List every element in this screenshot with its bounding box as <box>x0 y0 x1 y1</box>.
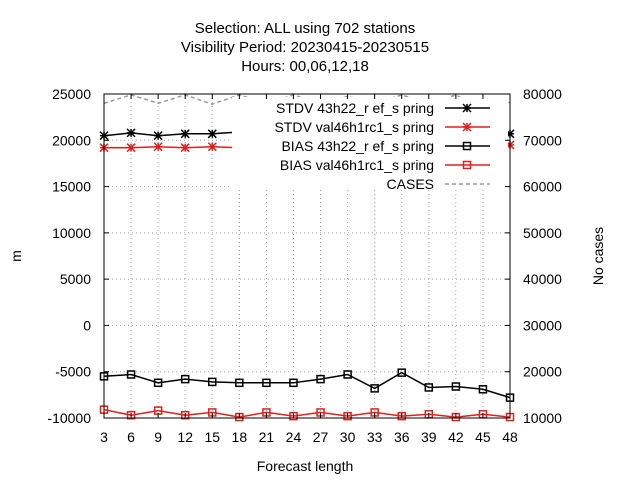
y-tick-label: 15000 <box>52 179 91 195</box>
x-tick-label: 30 <box>340 429 356 445</box>
series-4-point <box>289 411 298 421</box>
series-3 <box>99 368 515 402</box>
x-tick-label: 42 <box>448 429 464 445</box>
star-marker-stroke <box>462 103 472 113</box>
legend-label-3: BIAS 43h22_r ef_s pring <box>281 138 434 154</box>
star-marker-stroke <box>126 128 136 138</box>
series-1-point <box>180 129 190 139</box>
legend-marker-1 <box>462 103 472 113</box>
legend-marker-2 <box>462 122 472 132</box>
x-tick-label: 3 <box>100 429 108 445</box>
y2-tick-label: 20000 <box>523 364 562 380</box>
x-tick-label: 27 <box>313 429 329 445</box>
star-marker-stroke <box>126 143 136 153</box>
series-1-point <box>207 129 217 139</box>
legend-label-2: STDV val46h1rc1_s pring <box>274 119 434 135</box>
legend-label-5: CASES <box>387 176 434 192</box>
x-tick-label: 24 <box>286 429 302 445</box>
series-2-point <box>126 143 136 153</box>
star-marker-stroke <box>153 131 163 141</box>
series-3-point <box>478 385 488 394</box>
x-axis-label: Forecast length <box>257 458 354 474</box>
series-3-point <box>153 378 163 388</box>
x-tick-label: 45 <box>475 429 491 445</box>
x-tick-label: 36 <box>394 429 410 445</box>
star-marker-stroke <box>180 129 190 139</box>
star-marker-stroke <box>207 129 217 139</box>
series-4-line <box>103 408 511 418</box>
star-marker-stroke <box>180 143 190 153</box>
series-3-point <box>370 384 379 393</box>
chart-title: Selection: ALL using 702 stations Visibi… <box>181 20 429 75</box>
y2-axis-label: No cases <box>590 227 606 285</box>
legend-marker-4 <box>462 160 472 170</box>
series-4-point <box>397 411 406 421</box>
series-3-point <box>180 374 190 384</box>
x-tick-label: 33 <box>367 429 383 445</box>
series-4-point <box>343 411 352 421</box>
x-tick-label: 18 <box>232 429 248 445</box>
x-tick-label: 21 <box>259 429 275 445</box>
y-tick-label: -5000 <box>55 364 91 380</box>
y2-tick-label: 70000 <box>523 132 562 148</box>
y2-tick-label: 60000 <box>523 179 562 195</box>
chart-title-line-2: Visibility Period: 20230415-20230515 <box>181 39 429 56</box>
series-3-point <box>262 378 271 388</box>
series-3-point <box>343 370 352 379</box>
series-3-point <box>424 383 434 392</box>
y2-tick-label: 50000 <box>523 225 562 241</box>
x-tick-label: 9 <box>154 429 162 445</box>
legend: STDV 43h22_r ef_s pring STDV val46h1rc1_s… <box>232 97 508 192</box>
legend-marker-3 <box>462 141 472 151</box>
y-tick-label: 20000 <box>52 132 91 148</box>
y-tick-label: 10000 <box>52 225 91 241</box>
series-3-line <box>103 371 511 399</box>
axis-ticks: 3 6 9 12 15 18 21 24 27 30 33 36 39 42 45 48-10000-5000… <box>47 86 562 445</box>
y2-tick-label: 40000 <box>523 271 562 287</box>
star-marker-stroke <box>153 142 163 152</box>
y-tick-label: -10000 <box>47 410 91 426</box>
x-tick-label: 6 <box>127 429 135 445</box>
series-2-point <box>207 142 217 152</box>
series-3-point <box>316 374 325 384</box>
star-marker-stroke <box>207 142 217 152</box>
series-3-point <box>289 378 298 388</box>
series-1-point <box>153 131 163 141</box>
chart-title-line-1: Selection: ALL using 702 stations <box>195 20 415 37</box>
series-1-point <box>126 128 136 138</box>
legend-label-4: BIAS val46h1rc1_s pring <box>280 157 434 173</box>
y-tick-label: 25000 <box>52 86 91 102</box>
series-2-point <box>180 143 190 153</box>
x-tick-label: 48 <box>502 429 518 445</box>
series-3-point <box>397 368 406 377</box>
y-axis-label: m <box>8 250 24 262</box>
series-3-point <box>235 378 244 388</box>
series-3-point <box>451 382 461 391</box>
series-4-point <box>180 410 190 420</box>
series-2-point <box>153 142 163 152</box>
series-3-point <box>126 370 136 379</box>
legend-background <box>232 97 508 190</box>
x-tick-label: 39 <box>421 429 437 445</box>
x-tick-label: 12 <box>177 429 193 445</box>
x-tick-label: 15 <box>204 429 220 445</box>
series-3-point <box>208 377 217 387</box>
series-4-point <box>126 410 136 420</box>
star-marker-stroke <box>462 122 472 132</box>
y-tick-label: 5000 <box>60 271 91 287</box>
y2-tick-label: 80000 <box>523 86 562 102</box>
y-tick-label: 0 <box>83 317 91 333</box>
y2-tick-label: 10000 <box>523 410 562 426</box>
y2-tick-label: 30000 <box>523 317 562 333</box>
plot-border <box>103 93 511 419</box>
chart-title-line-3: Hours: 00,06,12,18 <box>241 58 369 75</box>
legend-label-1: STDV 43h22_r ef_s pring <box>276 100 434 116</box>
